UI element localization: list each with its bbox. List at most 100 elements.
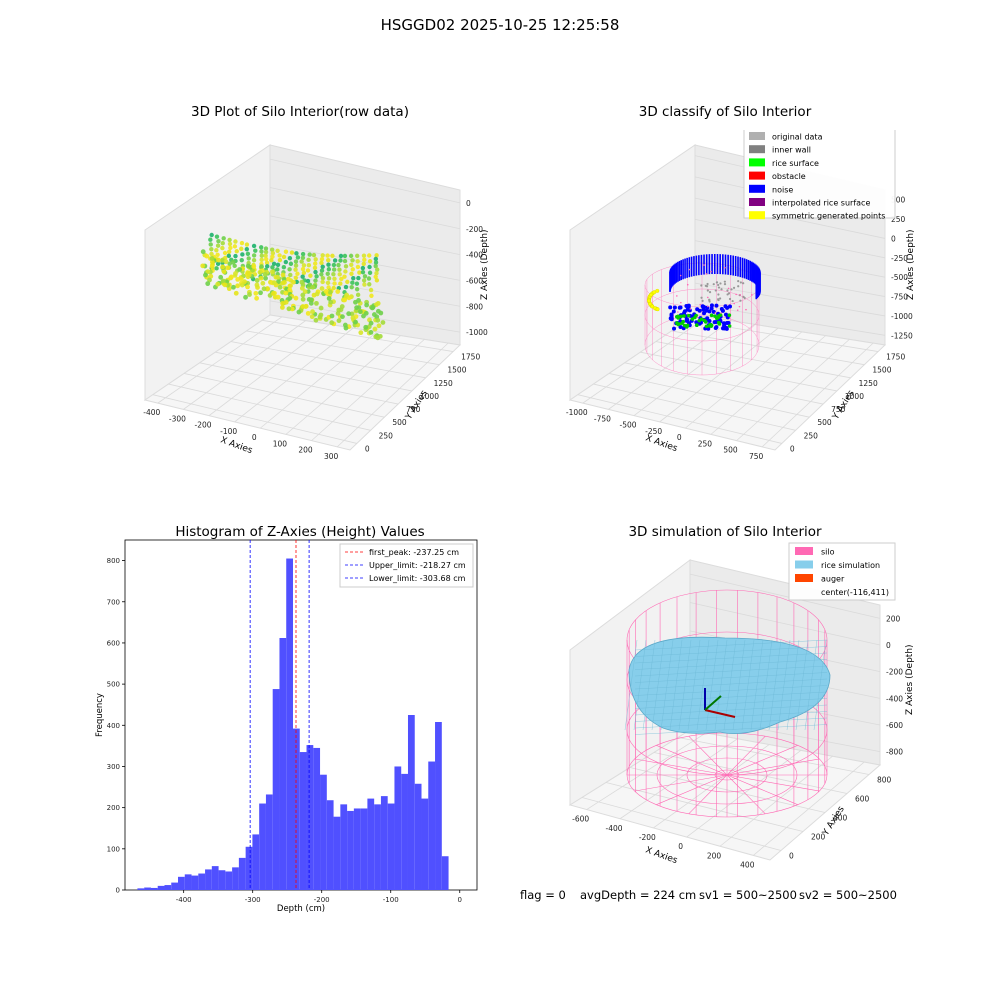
x-tick-label: 500 <box>723 446 738 455</box>
z-axis-label: Z Axies (Depth) <box>905 644 915 715</box>
histogram-bar <box>401 773 408 890</box>
histogram-bar <box>421 798 429 890</box>
x-tick-label: -500 <box>620 421 637 430</box>
y-tick-label: 1500 <box>447 366 466 375</box>
legend-swatch <box>749 158 765 167</box>
histogram-bar <box>374 804 381 890</box>
x-tick-label: -200 <box>195 421 212 430</box>
z-tick-label: -400 <box>886 694 903 703</box>
x-tick-label: 0 <box>677 433 682 442</box>
histogram-bar <box>292 728 300 890</box>
legend-label: first_peak: -237.25 cm <box>369 548 459 557</box>
x-axis-label: X Axies <box>219 435 254 456</box>
legend-label: inner wall <box>772 146 811 155</box>
z-tick-label: 0 <box>891 234 896 243</box>
y-tick-label: 1000 <box>845 392 864 401</box>
y-tick-label: 600 <box>107 639 120 647</box>
legend-label: Lower_limit: -303.68 cm <box>369 574 466 583</box>
z-tick-label: -1250 <box>891 331 913 340</box>
histogram-bar <box>347 810 354 890</box>
legend-swatch <box>795 574 813 582</box>
x-tick-label: -200 <box>639 833 656 842</box>
y-tick-label: 1250 <box>434 379 453 388</box>
histogram-bar <box>211 866 219 890</box>
y-tick-label: 0 <box>790 444 795 453</box>
z-tick-label: -600 <box>466 276 483 285</box>
legend: first_peak: -237.25 cm Upper_limit: -218.… <box>339 543 474 588</box>
histogram-bar <box>265 794 273 890</box>
legend-label: original data <box>772 133 823 142</box>
x-tick-label: -300 <box>169 414 186 423</box>
histogram-bar <box>259 803 266 890</box>
panel3-title: Histogram of Z-Axies (Height) Values <box>175 524 425 540</box>
legend-label: auger <box>821 575 845 584</box>
legend-swatch <box>749 198 765 206</box>
legend-swatch <box>749 145 765 154</box>
legend-label: center(-116,411) <box>821 588 889 597</box>
z-tick-label: 0 <box>886 641 891 650</box>
y-tick-label: 100 <box>107 845 120 853</box>
z-axis-label: Z Axies (Depth) <box>480 229 490 300</box>
y-tick-label: 200 <box>811 833 826 842</box>
y-tick-label: 400 <box>833 814 848 823</box>
rice-surface <box>624 636 831 735</box>
y-tick-label: 700 <box>107 598 120 606</box>
z-tick-label: -250 <box>891 254 908 263</box>
histogram-bar <box>394 766 402 890</box>
y-tick-label: 500 <box>107 681 120 689</box>
histogram-bar <box>353 808 361 890</box>
x-axis-label: X Axies <box>644 845 679 866</box>
histogram-bar <box>205 869 212 890</box>
legend-swatch <box>749 132 765 140</box>
x-tick-label: 0 <box>252 433 257 442</box>
histogram-bar <box>313 747 321 890</box>
histogram-bar <box>435 722 442 890</box>
y-tick-label: 0 <box>365 444 370 453</box>
histogram-bar <box>232 867 239 890</box>
x-axis-label: Depth (cm) <box>277 904 325 914</box>
histogram-bar <box>178 876 185 890</box>
histogram-bar <box>225 871 233 890</box>
x-tick-label: -400 <box>605 824 622 833</box>
histogram-bar <box>320 774 327 890</box>
z-tick-label: -500 <box>891 273 908 282</box>
histogram-bar <box>245 846 253 890</box>
z-tick-label: 0 <box>466 199 471 208</box>
histogram-bar <box>333 816 341 890</box>
classify-3d-plot: -1000 -750 -500 -250 0 250 500 750 0 250 500 750 100… <box>566 130 916 461</box>
y-tick-label: 1750 <box>886 353 905 362</box>
y-tick-label: 500 <box>817 418 832 427</box>
legend-label: symmetric generated points <box>772 212 885 221</box>
x-tick-label: -100 <box>383 896 399 904</box>
histogram-bar <box>299 752 307 890</box>
histogram-bar <box>238 857 246 890</box>
avg-depth-text: avgDepth = 224 cm <box>580 888 697 902</box>
histogram-bar <box>252 834 260 890</box>
panel1-title: 3D Plot of Silo Interior(row data) <box>191 104 409 120</box>
x-tick-label: 0 <box>458 896 462 904</box>
z-tick-label: -600 <box>886 721 903 730</box>
x-tick-label: -1000 <box>566 408 588 417</box>
legend-label: rice surface <box>772 159 819 168</box>
z-tick-label: 250 <box>891 215 906 224</box>
figure-title: HSGGD02 2025-10-25 12:25:58 <box>380 16 620 34</box>
legend-label: silo <box>821 548 835 557</box>
z-tick-label: -200 <box>466 225 483 234</box>
histogram-bar <box>360 808 368 890</box>
y-tick-label: 1750 <box>461 353 480 362</box>
histogram-bar <box>144 887 151 890</box>
x-axis-label: X Axies <box>644 433 679 454</box>
histogram-bar <box>164 885 172 890</box>
y-tick-label: 250 <box>379 431 394 440</box>
y-tick-label: 300 <box>107 763 120 771</box>
legend-swatch <box>795 560 813 569</box>
panel4-title: 3D simulation of Silo Interior <box>628 524 822 540</box>
histogram-bar <box>218 870 226 890</box>
x-tick-label: -750 <box>594 414 611 423</box>
histogram-bar <box>286 558 293 890</box>
histogram-bar <box>380 796 388 890</box>
legend: silo rice simulation auger center(-116,411) <box>788 542 896 601</box>
x-tick-label: -400 <box>143 408 160 417</box>
y-tick-label: 200 <box>107 804 120 812</box>
histogram-bar <box>340 804 348 890</box>
